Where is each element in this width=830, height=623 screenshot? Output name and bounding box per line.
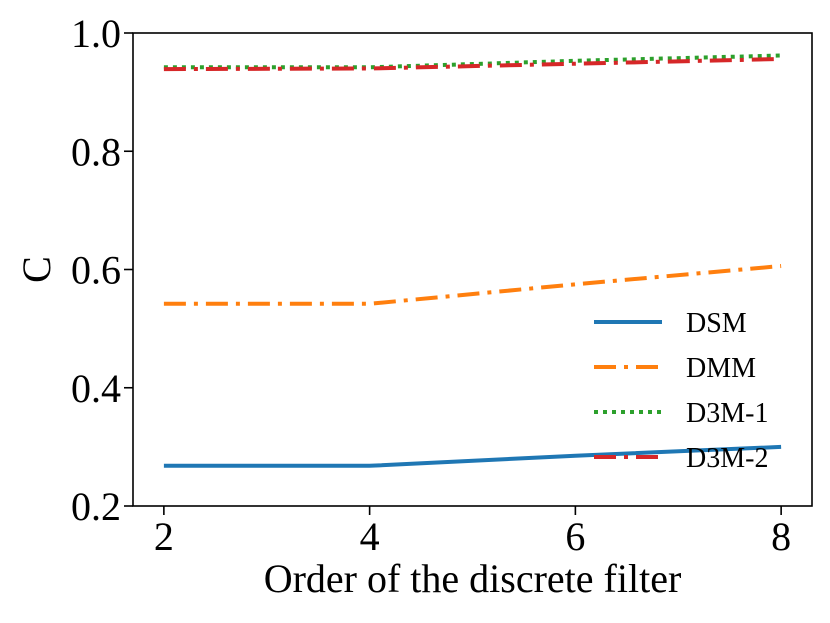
y-tick-label: 0.6: [71, 248, 121, 293]
series-line-d3m-2: [163, 57, 782, 72]
y-tick-label: 0.4: [71, 366, 121, 411]
legend-label-dmm: DMM: [686, 353, 756, 384]
x-tick-label: 2: [154, 514, 174, 559]
x-tick-label: 4: [360, 514, 380, 559]
y-tick-label: 0.8: [71, 129, 121, 174]
series-line-dsm: [163, 444, 782, 468]
legend-label-dsm: DSM: [686, 308, 747, 339]
axis-ticks: 2 4 6 8 0.2 0.4 0.6 0.8 1.0: [71, 11, 791, 559]
plot-lines: [163, 53, 782, 468]
legend: DSM DMM D3M-1 D3M-2: [594, 308, 768, 474]
y-tick-label: 1.0: [71, 11, 121, 56]
legend-label-d3m-1: D3M-1: [686, 398, 768, 429]
legend-label-d3m-2: D3M-2: [686, 443, 768, 474]
y-tick-label: 0.2: [71, 484, 121, 529]
x-tick-label: 8: [771, 514, 791, 559]
y-axis-label: C: [14, 256, 59, 283]
x-tick-label: 6: [565, 514, 585, 559]
series-line-dmm: [163, 264, 782, 306]
x-axis-label: Order of the discrete filter: [264, 556, 682, 601]
plot-frame: [132, 32, 813, 507]
